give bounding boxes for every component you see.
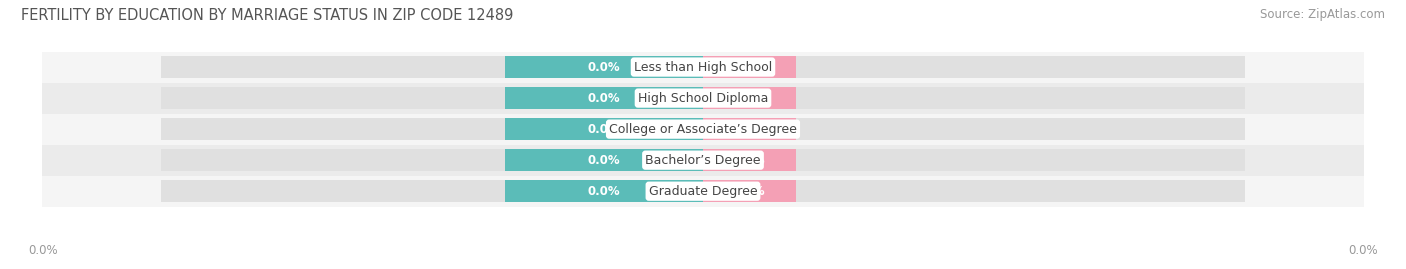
Text: 0.0%: 0.0%: [733, 154, 766, 167]
Bar: [703, 180, 796, 202]
Bar: [703, 180, 1244, 202]
Bar: [703, 118, 796, 140]
Text: 0.0%: 0.0%: [733, 123, 766, 136]
Bar: [162, 56, 703, 78]
Bar: [703, 118, 1244, 140]
Bar: [505, 56, 703, 78]
Bar: [505, 87, 703, 109]
Text: Less than High School: Less than High School: [634, 61, 772, 73]
Bar: [162, 118, 703, 140]
Text: 0.0%: 0.0%: [1348, 244, 1378, 257]
Text: 0.0%: 0.0%: [733, 185, 766, 198]
Text: 0.0%: 0.0%: [733, 91, 766, 105]
Bar: [505, 180, 703, 202]
Text: Graduate Degree: Graduate Degree: [648, 185, 758, 198]
Text: FERTILITY BY EDUCATION BY MARRIAGE STATUS IN ZIP CODE 12489: FERTILITY BY EDUCATION BY MARRIAGE STATU…: [21, 8, 513, 23]
Text: 0.0%: 0.0%: [588, 154, 620, 167]
Text: 0.0%: 0.0%: [588, 91, 620, 105]
Text: 0.0%: 0.0%: [733, 61, 766, 73]
Text: High School Diploma: High School Diploma: [638, 91, 768, 105]
Bar: [703, 87, 796, 109]
Text: 0.0%: 0.0%: [588, 61, 620, 73]
Bar: [42, 145, 1364, 176]
Text: 0.0%: 0.0%: [588, 185, 620, 198]
Bar: [42, 114, 1364, 145]
Bar: [703, 149, 796, 171]
Bar: [42, 52, 1364, 83]
Bar: [42, 83, 1364, 114]
Bar: [703, 87, 1244, 109]
Bar: [162, 149, 703, 171]
Text: Bachelor’s Degree: Bachelor’s Degree: [645, 154, 761, 167]
Legend: Married, Unmarried: Married, Unmarried: [605, 268, 801, 269]
Text: Source: ZipAtlas.com: Source: ZipAtlas.com: [1260, 8, 1385, 21]
Text: College or Associate’s Degree: College or Associate’s Degree: [609, 123, 797, 136]
Bar: [505, 118, 703, 140]
Bar: [703, 56, 796, 78]
Text: 0.0%: 0.0%: [28, 244, 58, 257]
Bar: [703, 149, 1244, 171]
Bar: [162, 87, 703, 109]
Text: 0.0%: 0.0%: [588, 123, 620, 136]
Bar: [162, 180, 703, 202]
Bar: [42, 176, 1364, 207]
Bar: [505, 149, 703, 171]
Bar: [703, 56, 1244, 78]
